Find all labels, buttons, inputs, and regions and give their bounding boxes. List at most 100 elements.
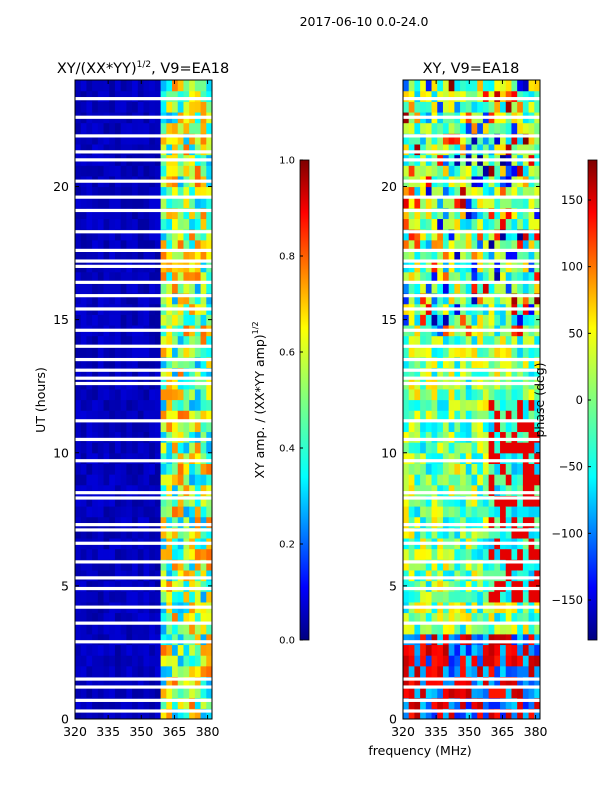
heatmap-cell — [448, 207, 455, 220]
heatmap-cell — [454, 314, 461, 326]
heatmap-cell — [160, 335, 167, 347]
heatmap-cell — [183, 697, 190, 709]
heatmap-cell — [482, 367, 490, 379]
heatmap-cell — [477, 569, 484, 582]
heatmap-cell — [92, 655, 99, 667]
heatmap-cell — [465, 665, 473, 677]
heatmap-cell — [200, 410, 207, 422]
heatmap-cell — [126, 708, 133, 719]
heatmap-cell — [437, 687, 444, 699]
heatmap-cell — [488, 186, 495, 198]
heatmap-cell — [172, 484, 179, 496]
left-title-rest: , V9=EA18 — [151, 61, 229, 77]
heatmap-cell — [511, 516, 518, 528]
heatmap-cell — [414, 282, 421, 294]
heatmap-cell — [431, 655, 438, 667]
heatmap-cell — [528, 495, 535, 507]
flagged-time-band — [403, 357, 540, 362]
heatmap-cell — [200, 495, 207, 507]
heatmap-cell — [75, 346, 82, 358]
heatmap-cell — [414, 644, 421, 656]
heatmap-cell — [86, 335, 93, 347]
heatmap-cell — [166, 197, 173, 209]
heatmap-cell — [403, 506, 410, 518]
heatmap-cell — [92, 676, 99, 688]
heatmap-cell — [454, 335, 461, 347]
heatmap-cell — [471, 442, 478, 454]
heatmap-cell — [494, 665, 501, 677]
heatmap-cell — [425, 633, 433, 646]
heatmap-cell — [425, 527, 433, 539]
heatmap-cell — [448, 335, 455, 347]
heatmap-cell — [166, 527, 173, 539]
heatmap-cell — [143, 527, 150, 539]
heatmap-cell — [172, 335, 179, 347]
heatmap-cell — [132, 420, 139, 433]
heatmap-cell — [206, 207, 212, 220]
heatmap-cell — [183, 612, 190, 624]
heatmap-cell — [86, 495, 93, 507]
heatmap-cell — [414, 239, 421, 251]
heatmap-cell — [137, 506, 145, 518]
heatmap-cell — [448, 271, 455, 283]
heatmap-cell — [471, 420, 478, 433]
heatmap-cell — [194, 474, 202, 486]
heatmap-cell — [120, 197, 127, 209]
heatmap-cell — [149, 133, 156, 145]
heatmap-cell — [189, 559, 196, 571]
heatmap-cell — [471, 388, 478, 401]
heatmap-cell — [189, 708, 196, 719]
heatmap-cell — [448, 665, 455, 677]
heatmap-cell — [114, 335, 122, 347]
heatmap-cell — [114, 548, 122, 560]
heatmap-cell — [505, 644, 513, 656]
heatmap-cell — [177, 410, 185, 422]
heatmap-cell — [437, 569, 444, 582]
heatmap-cell — [75, 367, 82, 379]
heatmap-cell — [137, 591, 145, 603]
heatmap-cell — [471, 165, 478, 177]
heatmap-cell — [454, 101, 461, 113]
heatmap-cell — [477, 207, 484, 220]
heatmap-cell — [500, 388, 507, 401]
heatmap-cell — [408, 697, 416, 709]
heatmap-cell — [137, 250, 145, 262]
heatmap-cell — [206, 239, 212, 251]
heatmap-cell — [109, 239, 116, 251]
heatmap-cell — [160, 239, 167, 251]
heatmap-cell — [454, 410, 461, 422]
heatmap-cell — [149, 399, 156, 411]
heatmap-cell — [154, 708, 162, 719]
heatmap-cell — [420, 559, 427, 571]
heatmap-cell — [420, 186, 427, 198]
heatmap-cell — [534, 282, 540, 294]
heatmap-cell — [149, 250, 156, 262]
heatmap-cell — [189, 697, 196, 709]
heatmap-cell — [534, 516, 540, 528]
heatmap-cell — [442, 506, 450, 518]
flagged-time-band — [403, 528, 540, 532]
right-panel-title: XY, V9=EA18 — [423, 61, 520, 77]
heatmap-cell — [420, 250, 427, 262]
heatmap-cell — [143, 569, 150, 582]
heatmap-cell — [189, 90, 196, 102]
heatmap-cell — [522, 293, 530, 305]
heatmap-cell — [414, 356, 421, 369]
heatmap-cell — [75, 708, 82, 719]
heatmap-cell — [517, 442, 524, 454]
heatmap-cell — [75, 484, 82, 496]
heatmap-cell — [132, 314, 139, 326]
heatmap-cell — [126, 697, 133, 709]
heatmap-cell — [460, 623, 467, 635]
heatmap-cell — [183, 143, 190, 156]
heatmap-cell — [166, 431, 173, 443]
heatmap-cell — [408, 207, 416, 220]
heatmap-cell — [132, 133, 139, 145]
heatmap-cell — [114, 293, 122, 305]
heatmap-cell — [200, 293, 207, 305]
heatmap-cell — [471, 580, 478, 592]
heatmap-cell — [454, 687, 461, 699]
heatmap-cell — [137, 495, 145, 507]
heatmap-cell — [160, 293, 167, 305]
heatmap-cell — [403, 293, 410, 305]
